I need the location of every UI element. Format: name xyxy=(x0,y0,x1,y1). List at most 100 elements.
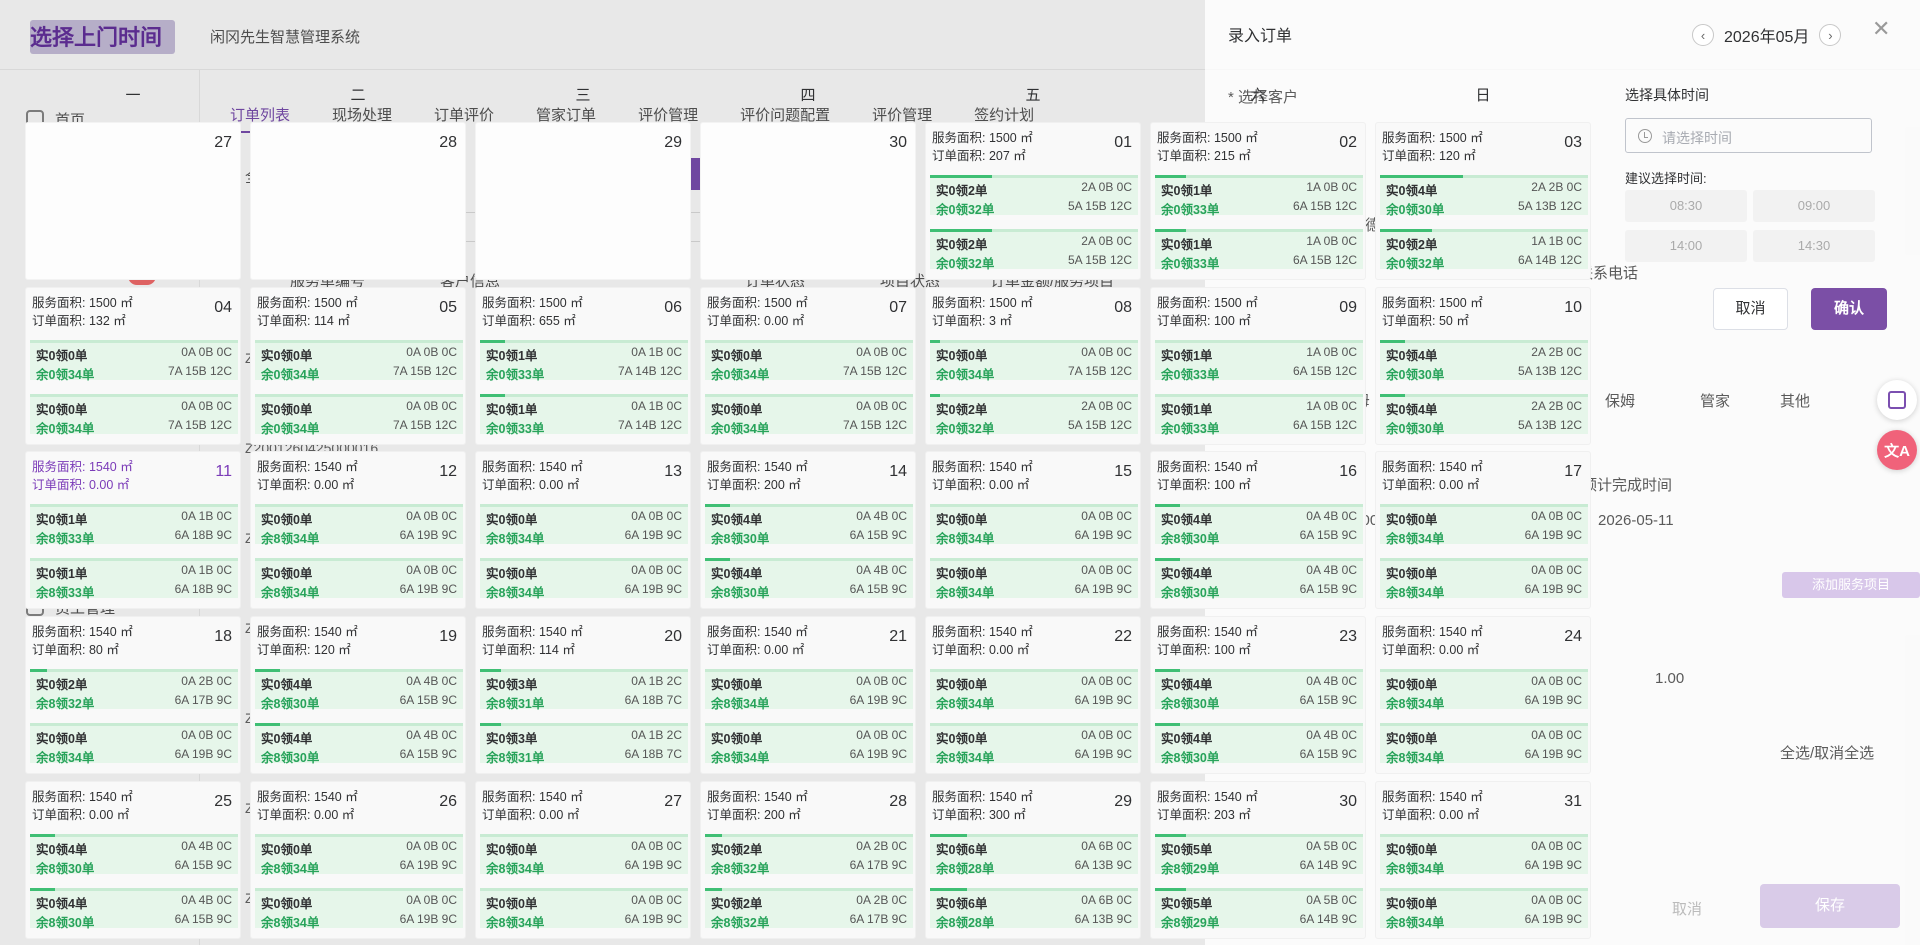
time-slot[interactable]: 实0领0单 0A 0B 0C 余0领34单 7A 15B 12C xyxy=(30,340,238,382)
time-slot[interactable]: 实0领1单 1A 0B 0C 余0领33单 6A 15B 12C xyxy=(1155,340,1363,382)
time-slot[interactable]: 实0领2单 2A 0B 0C 余0领32单 5A 15B 12C xyxy=(930,229,1138,271)
time-slot[interactable]: 实0领0单 0A 0B 0C 余8领34单 6A 19B 9C xyxy=(480,558,688,600)
time-cancel-button[interactable]: 取消 xyxy=(1713,288,1788,330)
time-slot[interactable]: 实0领2单 0A 2B 0C 余8领32单 6A 17B 9C xyxy=(30,669,238,711)
time-slot[interactable]: 实0领0单 0A 0B 0C 余8领34单 6A 19B 9C xyxy=(1380,723,1588,765)
time-select-input[interactable]: 请选择时间 xyxy=(1625,118,1872,153)
time-slot[interactable]: 实0领0单 0A 0B 0C 余0领34单 7A 15B 12C xyxy=(255,394,463,436)
time-slot[interactable]: 实0领6单 0A 6B 0C 余8领28单 6A 13B 9C xyxy=(930,888,1138,930)
suggest-time-chip[interactable]: 09:00 xyxy=(1753,190,1875,222)
time-slot[interactable]: 实0领4单 2A 2B 0C 余0领30单 5A 13B 12C xyxy=(1380,340,1588,382)
time-slot[interactable]: 实0领2单 0A 2B 0C 余8领32单 6A 17B 9C xyxy=(705,888,913,930)
time-slot[interactable]: 实0领4单 0A 4B 0C 余8领30单 6A 15B 9C xyxy=(1155,504,1363,546)
time-slot[interactable]: 实0领0单 0A 0B 0C 余0领34单 7A 15B 12C xyxy=(705,340,913,382)
suggest-time-chip[interactable]: 14:00 xyxy=(1625,230,1747,262)
time-slot[interactable]: 实0领5单 0A 5B 0C 余8领29单 6A 14B 9C xyxy=(1155,888,1363,930)
time-slot[interactable]: 实0领0单 0A 0B 0C 余8领34单 6A 19B 9C xyxy=(1380,558,1588,600)
time-slot[interactable]: 实0领0单 0A 0B 0C 余8领34单 6A 19B 9C xyxy=(1380,888,1588,930)
time-slot[interactable]: 实0领4单 0A 4B 0C 余8领30单 6A 15B 9C xyxy=(705,558,913,600)
time-slot[interactable]: 实0领4单 2A 2B 0C 余0领30单 5A 13B 12C xyxy=(1380,175,1588,217)
time-slot[interactable]: 实0领1单 1A 0B 0C 余0领33单 6A 15B 12C xyxy=(1155,394,1363,436)
time-slot[interactable]: 实0领0单 0A 0B 0C 余8领34单 6A 19B 9C xyxy=(480,834,688,876)
time-slot[interactable]: 实0领0单 0A 0B 0C 余8领34单 6A 19B 9C xyxy=(480,504,688,546)
time-slot[interactable]: 实0领4单 0A 4B 0C 余8领30单 6A 15B 9C xyxy=(1155,669,1363,711)
next-month-button[interactable]: › xyxy=(1819,24,1842,46)
time-slot[interactable]: 实0领0单 0A 0B 0C 余8领34单 6A 19B 9C xyxy=(255,504,463,546)
time-slot[interactable]: 实0领4单 0A 4B 0C 余8领30单 6A 15B 9C xyxy=(1155,723,1363,765)
suggest-time-chip[interactable]: 14:30 xyxy=(1753,230,1875,262)
time-slot[interactable]: 实0领0单 0A 0B 0C 余8领34单 6A 19B 9C xyxy=(930,669,1138,711)
time-slot[interactable]: 实0领1单 1A 0B 0C 余0领33单 6A 15B 12C xyxy=(1155,229,1363,271)
time-slot[interactable]: 实0领0单 0A 0B 0C 余0领34单 7A 15B 12C xyxy=(255,340,463,382)
prev-month-button[interactable]: ‹ xyxy=(1692,24,1714,46)
time-slot[interactable]: 实0领1单 1A 0B 0C 余0领33单 6A 15B 12C xyxy=(1155,175,1363,217)
time-slot[interactable]: 实0领6单 0A 6B 0C 余8领28单 6A 13B 9C xyxy=(930,834,1138,876)
order-cancel-button[interactable]: 取消 xyxy=(1672,901,1703,918)
time-slot[interactable]: 实0领2单 2A 0B 0C 余0领32单 5A 15B 12C xyxy=(930,394,1138,436)
time-confirm-button[interactable]: 确认 xyxy=(1811,288,1887,330)
time-slot[interactable]: 实0领1单 0A 1B 0C 余0领33单 7A 14B 12C xyxy=(480,340,688,382)
time-slot[interactable]: 实0领0单 0A 0B 0C 余8领34单 6A 19B 9C xyxy=(255,888,463,930)
time-slot[interactable]: 实0领0单 0A 0B 0C 余8领34单 6A 19B 9C xyxy=(1380,504,1588,546)
time-slot[interactable]: 实0领5单 0A 5B 0C 余8领29单 6A 14B 9C xyxy=(1155,834,1363,876)
time-slot[interactable]: 实0领4单 0A 4B 0C 余8领30单 6A 15B 9C xyxy=(255,723,463,765)
time-slot[interactable]: 实0领4单 0A 4B 0C 余8领30单 6A 15B 9C xyxy=(255,669,463,711)
time-slot[interactable]: 实0领2单 0A 2B 0C 余8领32单 6A 17B 9C xyxy=(705,834,913,876)
time-slot[interactable]: 实0领4单 2A 2B 0C 余0领30单 5A 13B 12C xyxy=(1380,394,1588,436)
time-slot[interactable]: 实0领0单 0A 0B 0C 余8领34单 6A 19B 9C xyxy=(255,834,463,876)
time-slot[interactable]: 实0领4单 0A 4B 0C 余8领30单 6A 15B 9C xyxy=(705,504,913,546)
add-service-button[interactable]: 添加服务项目 xyxy=(1782,572,1920,598)
time-slot[interactable]: 实0领1单 0A 1B 0C 余0领33单 7A 14B 12C xyxy=(480,394,688,436)
time-slot[interactable]: 实0领0单 0A 0B 0C 余8领34单 6A 19B 9C xyxy=(30,723,238,765)
time-slot[interactable]: 实0领1单 0A 1B 0C 余8领33单 6A 18B 9C xyxy=(30,504,238,546)
time-slot[interactable]: 实0领0单 0A 0B 0C 余8领34单 6A 19B 9C xyxy=(705,669,913,711)
time-slot[interactable]: 实0领0单 0A 0B 0C 余8领34单 6A 19B 9C xyxy=(930,558,1138,600)
time-slot[interactable]: 实0领3单 0A 1B 2C 余8领31单 6A 18B 7C xyxy=(480,723,688,765)
time-slot[interactable]: 实0领0单 0A 0B 0C 余0领34单 7A 15B 12C xyxy=(930,340,1138,382)
close-icon[interactable]: ✕ xyxy=(1872,16,1891,41)
time-slot[interactable]: 实0领4单 0A 4B 0C 余8领30单 6A 15B 9C xyxy=(30,834,238,876)
time-slot[interactable]: 实0领3单 0A 1B 2C 余8领31单 6A 18B 7C xyxy=(480,669,688,711)
floating-grid-button[interactable] xyxy=(1877,380,1917,420)
suggest-time-chip[interactable]: 08:30 xyxy=(1625,190,1747,222)
time-slot[interactable]: 实0领0单 0A 0B 0C 余8领34单 6A 19B 9C xyxy=(255,558,463,600)
time-slot[interactable]: 实0领4单 0A 4B 0C 余8领30单 6A 15B 9C xyxy=(30,888,238,930)
time-slot[interactable]: 实0领4单 0A 4B 0C 余8领30单 6A 15B 9C xyxy=(1155,558,1363,600)
time-slot[interactable]: 实0领0单 0A 0B 0C 余8领34单 6A 19B 9C xyxy=(1380,834,1588,876)
time-slot[interactable]: 实0领0单 0A 0B 0C 余0领34单 7A 15B 12C xyxy=(30,394,238,436)
time-slot[interactable]: 实0领0单 0A 0B 0C 余8领34单 6A 19B 9C xyxy=(480,888,688,930)
time-slot[interactable]: 实0领0单 0A 0B 0C 余8领34单 6A 19B 9C xyxy=(1380,669,1588,711)
floating-translate-button[interactable]: 文A xyxy=(1877,430,1917,470)
time-slot[interactable]: 实0领2单 1A 1B 0C 余0领32单 6A 14B 12C xyxy=(1380,229,1588,271)
time-slot[interactable]: 实0领0单 0A 0B 0C 余8领34单 6A 19B 9C xyxy=(930,723,1138,765)
order-save-button[interactable]: 保存 xyxy=(1760,884,1900,928)
time-slot[interactable]: 实0领2单 2A 0B 0C 余0领32单 5A 15B 12C xyxy=(930,175,1138,217)
